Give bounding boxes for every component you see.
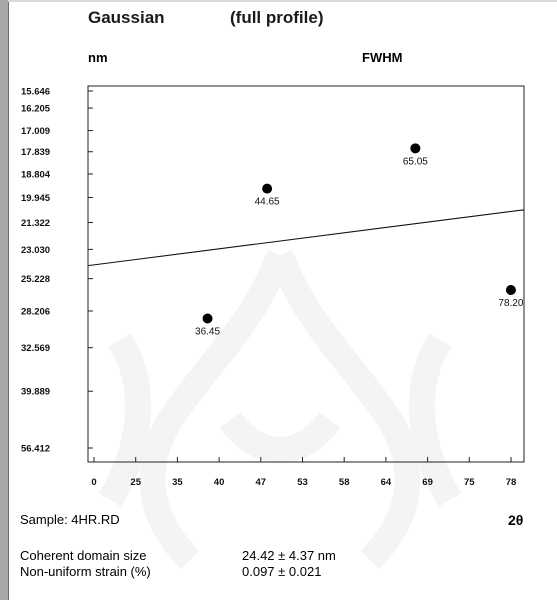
data-point: [262, 183, 273, 194]
window-left-border: [0, 0, 9, 600]
x-tick-label: 75: [464, 477, 475, 488]
y-axis: 15.646 16.205 17.009 17.839 18.804 19.945 21.3…: [21, 87, 93, 455]
coherent-domain-size-label: Coherent domain size: [20, 548, 147, 563]
data-point-label: 78.20: [498, 298, 523, 309]
y-tick-label: 21.322: [21, 218, 50, 229]
y-tick-label: 17.009: [21, 126, 50, 137]
y-tick-label: 23.030: [21, 245, 50, 256]
y-axis-title: FWHM: [362, 50, 403, 65]
data-point: [505, 285, 516, 296]
non-uniform-strain-label: Non-uniform strain (%): [20, 564, 151, 579]
x-tick-label: 78: [506, 477, 517, 488]
x-tick-label: 35: [172, 477, 183, 488]
fit-line-group: [87, 209, 525, 267]
x-axis-title: 2θ: [508, 512, 524, 528]
y-tick-label: 39.889: [21, 387, 50, 398]
x-tick-label: 53: [297, 477, 308, 488]
non-uniform-strain-value: 0.097 ± 0.021: [242, 564, 322, 579]
x-tick-label: 25: [130, 477, 141, 488]
x-tick-label: 47: [256, 477, 267, 488]
y-tick-label: 19.945: [21, 193, 51, 204]
y-tick-label: 16.205: [21, 104, 51, 115]
data-point-label: 65.05: [403, 156, 428, 167]
x-tick-label: 40: [214, 477, 225, 488]
x-tick-label: 64: [381, 477, 392, 488]
coherent-domain-size-value: 24.42 ± 4.37 nm: [242, 548, 336, 563]
plot-area-frame: [87, 85, 525, 463]
x-tick-label: 0: [91, 477, 96, 488]
sample-name: Sample: 4HR.RD: [20, 512, 120, 527]
x-tick-label: 58: [339, 477, 350, 488]
x-axis: 0 25 35 40 47 53 58 64 69 75 78: [91, 457, 516, 488]
y-tick-label: 15.646: [21, 87, 50, 98]
data-points: 36.45 44.65 65.05 78.20: [195, 143, 524, 337]
data-point-label: 44.65: [255, 197, 280, 208]
y-tick-label: 18.804: [21, 169, 51, 180]
y-tick-label: 25.228: [21, 274, 50, 285]
x-tick-label: 69: [422, 477, 433, 488]
window-top-edge: [8, 0, 557, 2]
y-tick-label: 17.839: [21, 147, 50, 158]
y-axis-unit: nm: [88, 50, 108, 65]
chart-subtitle: (full profile): [230, 8, 324, 27]
chart-title: Gaussian: [88, 8, 165, 27]
y-tick-label: 28.206: [21, 306, 50, 317]
y-tick-label: 32.569: [21, 343, 50, 354]
data-point: [202, 313, 213, 324]
data-point-label: 36.45: [195, 326, 220, 337]
y-tick-label: 56.412: [21, 444, 50, 455]
fit-line: [87, 209, 525, 267]
data-point: [410, 143, 421, 154]
